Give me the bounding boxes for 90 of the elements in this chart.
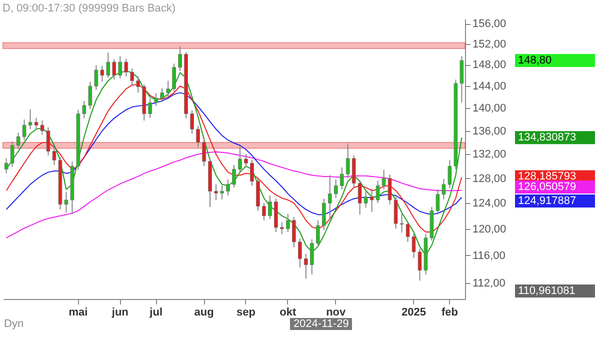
candlestick	[238, 146, 242, 174]
candlestick	[364, 190, 368, 208]
candlestick	[376, 180, 380, 204]
candlestick	[166, 80, 170, 98]
candlestick	[28, 108, 32, 130]
candlestick	[358, 180, 362, 216]
candlestick	[388, 174, 392, 205]
y-tick-label: 144,00	[472, 80, 506, 93]
x-tick-label: jul	[148, 306, 163, 318]
candlestick	[172, 63, 176, 92]
text: 110,961081	[518, 285, 576, 297]
candlestick	[400, 212, 404, 234]
text: 128,185793	[518, 170, 576, 183]
text: 148,80	[518, 54, 552, 66]
candlestick	[202, 138, 206, 167]
candlestick	[286, 213, 290, 233]
candlestick	[262, 202, 266, 221]
candlestick	[340, 166, 344, 190]
candlestick	[124, 58, 128, 77]
text: 2024-11-29	[290, 318, 352, 330]
candlestick	[52, 146, 56, 166]
text: 134,830873	[518, 132, 576, 144]
candlestick	[100, 65, 104, 82]
candlestick	[298, 238, 302, 268]
candlestick	[310, 238, 314, 275]
candlestick	[328, 174, 332, 220]
x-tick-label: 2025	[402, 306, 426, 318]
candlestick	[136, 76, 140, 94]
x-tick-label: feb	[441, 306, 458, 318]
candlestick	[370, 188, 374, 213]
candlestick	[220, 185, 224, 200]
candlestick	[154, 92, 158, 106]
y-tick-label: 116,00	[472, 250, 506, 262]
candlestick	[94, 64, 98, 90]
candlestick	[226, 179, 230, 196]
candlestick	[250, 160, 254, 186]
candlestick	[436, 188, 440, 216]
text: 126,050579	[518, 181, 576, 194]
candlestick	[22, 118, 26, 141]
candlestick	[316, 220, 320, 248]
candlestick	[382, 169, 386, 190]
x-tick-label: nov	[326, 306, 347, 318]
candlestick	[280, 222, 284, 235]
x-tick-label: okt	[280, 306, 297, 318]
y-tick-label: 156,00	[472, 18, 506, 30]
chart-title: D, 09:00-17:30 (999999 Bars Back)	[2, 2, 176, 14]
candlestick	[268, 195, 272, 220]
candlestick	[196, 125, 200, 148]
candlestick	[244, 154, 248, 168]
candlestick	[346, 143, 350, 179]
x-tick-label: mai	[68, 306, 88, 318]
candlestick	[304, 253, 308, 280]
candlestick	[88, 81, 92, 110]
y-tick-label: 120,00	[472, 223, 506, 236]
y-tick-label: 132,00	[472, 148, 506, 161]
candlestick	[106, 52, 110, 79]
candlestick	[292, 216, 296, 248]
candlestick	[16, 132, 20, 150]
candlestick	[178, 46, 182, 72]
text: Dyn	[4, 318, 24, 330]
y-tick-label: 152,00	[472, 38, 506, 50]
candlestick	[448, 160, 452, 189]
candlestick	[10, 140, 14, 168]
candlestick	[334, 179, 338, 199]
candlestick	[394, 196, 398, 230]
candlestick	[130, 68, 134, 86]
candlestick	[442, 178, 446, 200]
x-tick-label: sep	[236, 306, 256, 318]
candlestick	[64, 191, 68, 214]
candlestick	[322, 198, 326, 231]
candlestick	[148, 98, 152, 118]
text: 124,917887	[518, 195, 576, 208]
candlestick	[412, 232, 416, 259]
candlestick	[82, 100, 86, 119]
candlestick	[190, 110, 194, 134]
y-tick-label: 112,00	[472, 277, 506, 290]
x-tick-label: jun	[110, 306, 129, 318]
y-tick-label: 136,00	[472, 125, 506, 138]
candlestick	[118, 56, 122, 80]
x-tick-label: aug	[194, 306, 214, 318]
candlestick	[406, 220, 410, 242]
y-tick-label: 140,00	[472, 102, 506, 115]
y-tick-label: 128,00	[472, 172, 506, 185]
y-tick-label: 124,00	[472, 198, 506, 210]
candlestick	[232, 164, 236, 188]
candlestick	[214, 184, 218, 200]
candlestick	[160, 88, 164, 103]
candlestick	[112, 58, 116, 80]
candlestick	[4, 158, 8, 174]
y-tick-label: 148,00	[472, 59, 506, 72]
